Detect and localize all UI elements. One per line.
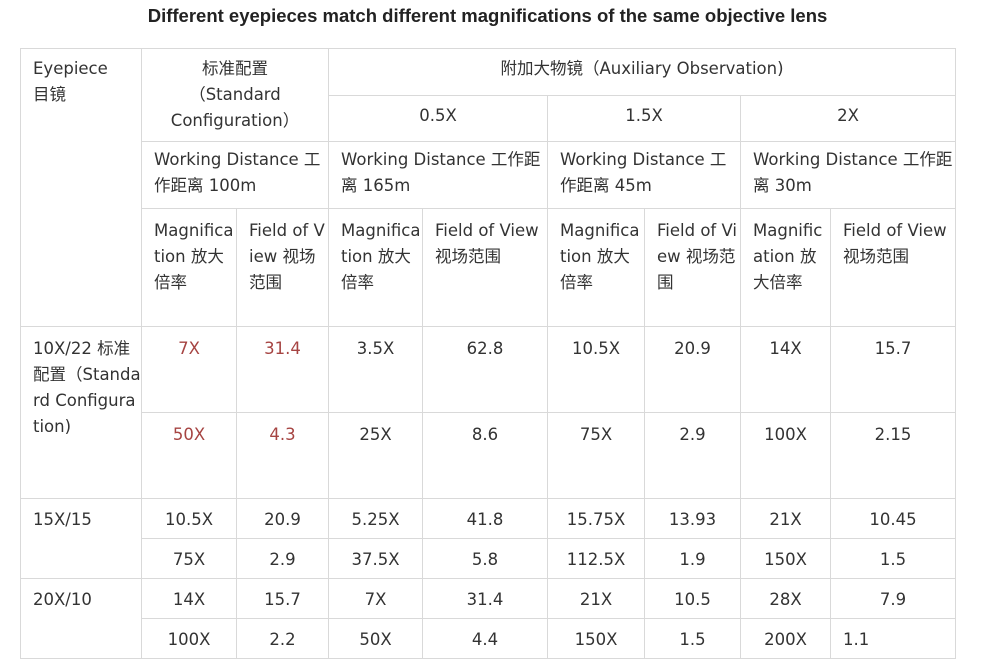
working-distance-1-5x: Working Distance 工作距离 45m [547,141,741,209]
table-cell: 7.9 [830,578,956,619]
header-aux-0-5x: 0.5X [328,95,548,142]
table-cell: 15.7 [830,326,956,413]
header-eyepiece: Eyepiece 目镜 [20,48,142,327]
table-cell: 1.5 [830,538,956,579]
table-cell: 37.5X [328,538,423,579]
table-cell: 62.8 [422,326,548,413]
table-cell: 20.9 [236,498,329,539]
eyepiece-magnification-table: Eyepiece 目镜 标准配置 （Standard Configuration… [20,48,956,659]
table-cell: 3.5X [328,326,423,413]
table-cell: 20.9 [644,326,741,413]
table-cell: 21X [547,578,645,619]
table-cell: 50X [141,412,237,499]
table-cell: 112.5X [547,538,645,579]
column-label-field-of-view: Field of View 视场范围 [236,208,329,327]
table-cell: 1.1 [830,618,956,659]
header-auxiliary: 附加大物镜（Auxiliary Observation) [328,48,956,96]
table-cell: 31.4 [236,326,329,413]
table-cell: 5.8 [422,538,548,579]
working-distance-2x: Working Distance 工作距离 30m [740,141,956,209]
column-label-magnification: Magnification 放大倍率 [740,208,831,327]
table-row: 15X/15 10.5X 20.9 5.25X 41.8 15.75X 13.9… [20,498,956,579]
table-cell: 21X [740,498,831,539]
table-cell: 15.75X [547,498,645,539]
header-standard-cn: 标准配置 [202,59,268,78]
table-cell: 4.3 [236,412,329,499]
table-cell: 14X [740,326,831,413]
column-label-magnification: Magnification 放大倍率 [547,208,645,327]
table-cell: 2.9 [236,538,329,579]
table-cell: 75X [547,412,645,499]
column-label-magnification: Magnification 放大倍率 [328,208,423,327]
table-cell: 10.45 [830,498,956,539]
column-label-field-of-view: Field of View 视场范围 [830,208,956,327]
table-row: 10X/22 标准配置（Standard Configuration) 7X 3… [20,326,956,499]
table-cell: 1.5 [644,618,741,659]
table-cell: 200X [740,618,831,659]
table-cell: 75X [141,538,237,579]
table-cell: 2.9 [644,412,741,499]
table-cell: 1.9 [644,538,741,579]
page-title: Different eyepieces match different magn… [147,5,828,26]
table-cell: 10.5X [141,498,237,539]
table-row: 100X 2.2 50X 4.4 150X 1.5 200X 1.1 [21,618,956,659]
table-row: 50X 4.3 25X 8.6 75X 2.9 100X 2.15 [21,412,956,499]
table-cell: 150X [547,618,645,659]
table-cell: 4.4 [422,618,548,659]
table-cell: 15.7 [236,578,329,619]
header-eyepiece-cn: 目镜 [33,85,66,104]
eyepiece-label-20x: 20X/10 [20,578,142,659]
working-distance-0-5x: Working Distance 工作距离 165m [328,141,548,209]
table-cell: 2.2 [236,618,329,659]
column-label-field-of-view: Field of View 视场范围 [422,208,548,327]
table-cell: 100X [141,618,237,659]
table-cell: 25X [328,412,423,499]
table-cell: 7X [328,578,423,619]
column-label-field-of-view: Field of View 视场范围 [644,208,741,327]
eyepiece-label-15x: 15X/15 [20,498,142,579]
table-cell: 13.93 [644,498,741,539]
header-standard-en-1: （Standard [189,85,281,104]
eyepiece-label-10x: 10X/22 标准配置（Standard Configuration) [20,326,142,499]
table-cell: 28X [740,578,831,619]
table-cell: 8.6 [422,412,548,499]
table-cell: 50X [328,618,423,659]
table-cell: 7X [141,326,237,413]
header-standard-en-2: Configuration） [170,111,300,130]
table-cell: 14X [141,578,237,619]
table-cell: 41.8 [422,498,548,539]
header-standard-config: 标准配置 （Standard Configuration） [141,48,329,142]
table-cell: 10.5X [547,326,645,413]
table-cell: 10.5 [644,578,741,619]
header-aux-2x: 2X [740,95,956,142]
table-cell: 100X [740,412,831,499]
header-eyepiece-en: Eyepiece [33,59,108,78]
table-cell: 5.25X [328,498,423,539]
table-cell: 150X [740,538,831,579]
table-row: 20X/10 14X 15.7 7X 31.4 21X 10.5 28X 7.9 [20,578,956,659]
header-aux-1-5x: 1.5X [547,95,741,142]
table-cell: 31.4 [422,578,548,619]
table-row: 75X 2.9 37.5X 5.8 112.5X 1.9 150X 1.5 [21,538,956,579]
working-distance-standard: Working Distance 工作距离 100m [141,141,329,209]
column-label-magnification: Magnification 放大倍率 [141,208,237,327]
table-cell: 2.15 [830,412,956,499]
